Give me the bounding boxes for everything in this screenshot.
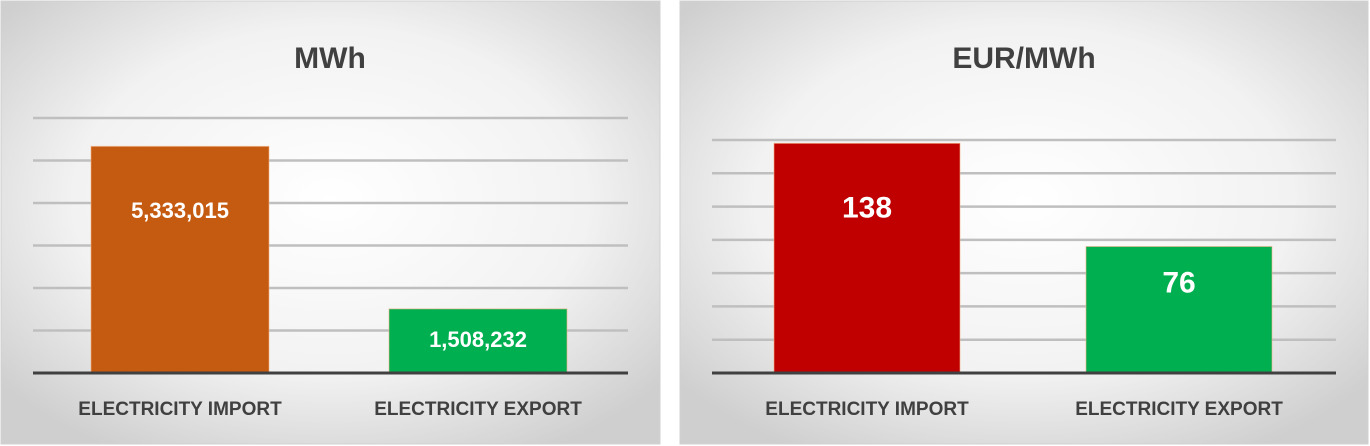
bar	[1085, 246, 1273, 374]
value-label: 5,333,015	[131, 198, 229, 223]
value-label: 76	[1162, 266, 1195, 299]
bar	[388, 308, 568, 374]
chart-title: MWh	[294, 42, 366, 75]
value-label: 1,508,232	[429, 327, 527, 352]
bar	[773, 142, 961, 374]
bar	[90, 145, 270, 374]
x-tick-label: ELECTRICITY EXPORT	[374, 399, 582, 420]
x-tick-label: ELECTRICITY IMPORT	[765, 399, 969, 420]
x-tick-label: ELECTRICITY EXPORT	[1075, 399, 1283, 420]
x-tick-label: ELECTRICITY IMPORT	[78, 399, 282, 420]
value-label: 138	[842, 191, 892, 224]
chart-title: EUR/MWh	[952, 42, 1095, 75]
